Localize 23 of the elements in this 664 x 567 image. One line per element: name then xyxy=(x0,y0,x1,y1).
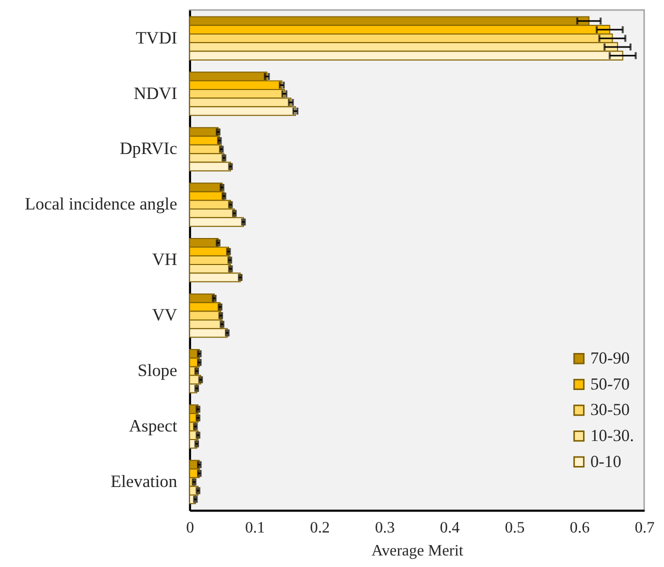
y-tick-label: VH xyxy=(152,250,178,270)
legend-label: 50-70 xyxy=(590,374,630,394)
y-tick-label: TVDI xyxy=(136,28,178,48)
x-tick-label: 0.3 xyxy=(374,520,395,537)
x-tick-label: 0.6 xyxy=(570,520,590,537)
y-tick-label: Slope xyxy=(138,361,178,380)
x-tick-label: 0.7 xyxy=(634,520,655,537)
y-tick-label: DpRVIc xyxy=(120,139,178,158)
y-tick-label: Elevation xyxy=(110,472,178,491)
x-tick-label: 0.4 xyxy=(440,520,460,537)
x-tick-label: 0.5 xyxy=(504,520,525,537)
legend-label: 30-50 xyxy=(590,400,630,420)
legend-label: 0-10 xyxy=(590,452,622,471)
legend-label: 10-30. xyxy=(590,426,634,446)
x-tick-label: 0.2 xyxy=(310,520,330,537)
x-tick-label: 0.1 xyxy=(245,520,265,537)
y-tick-label: VV xyxy=(152,306,178,325)
x-tick-label: 0 xyxy=(186,520,194,537)
x-axis-title: Average Merit xyxy=(371,542,464,560)
legend-label: 70-90 xyxy=(590,348,630,368)
y-tick-label: Aspect xyxy=(128,416,178,436)
y-tick-label: NDVI xyxy=(134,84,178,103)
y-tick-label: Local incidence angle xyxy=(24,194,178,214)
